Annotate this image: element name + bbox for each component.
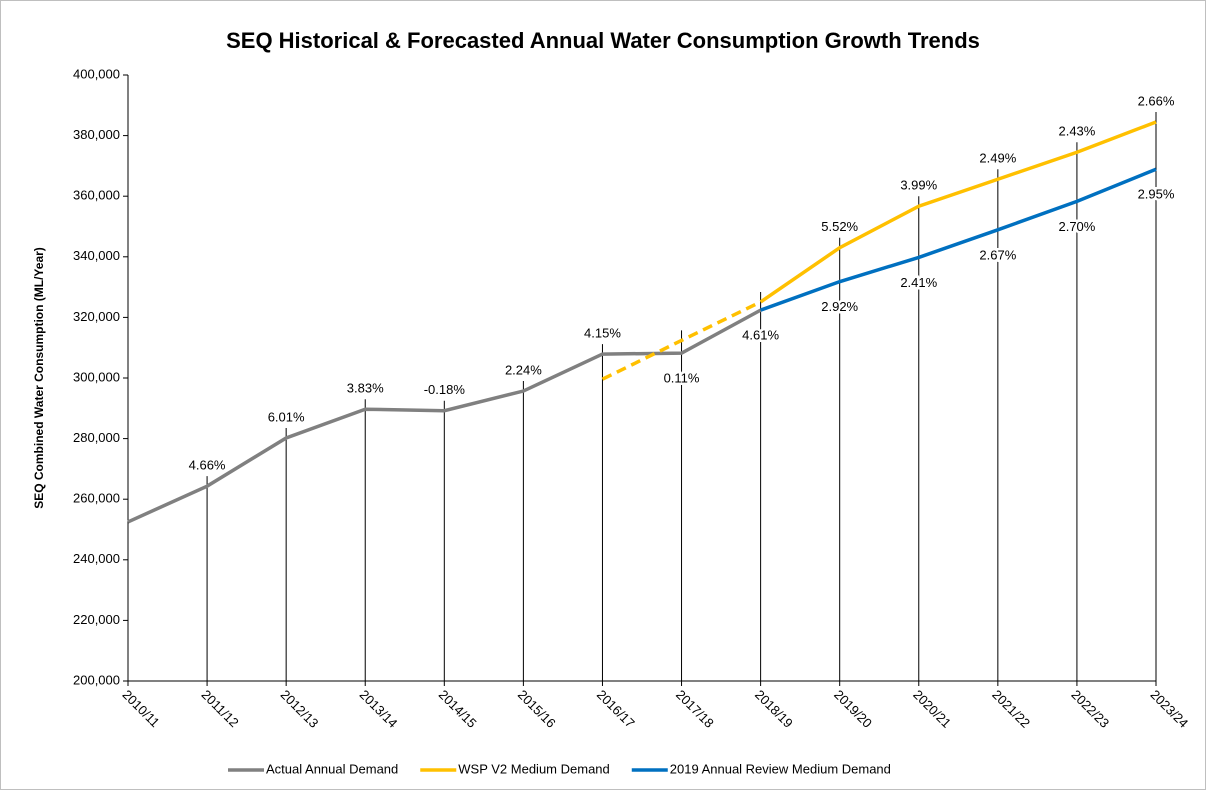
y-tick-label: 200,000 xyxy=(73,672,120,687)
series-line xyxy=(759,120,1157,304)
y-tick-label: 280,000 xyxy=(73,430,120,445)
y-tick-label: 260,000 xyxy=(73,491,120,506)
y-tick-label: 240,000 xyxy=(73,551,120,566)
growth-label: 2.70% xyxy=(1058,219,1095,234)
y-tick-label: 400,000 xyxy=(73,66,120,81)
growth-label: 2.41% xyxy=(900,275,937,290)
growth-label: 4.61% xyxy=(742,328,779,343)
growth-label: 0.11% xyxy=(664,371,700,386)
growth-label: -0.18% xyxy=(424,382,466,397)
growth-label: 2.67% xyxy=(979,247,1016,262)
y-tick-label: 360,000 xyxy=(73,188,120,203)
growth-label: 2.43% xyxy=(1058,124,1095,139)
growth-label: 2.95% xyxy=(1138,187,1175,202)
growth-label: 2.66% xyxy=(1138,93,1175,108)
growth-label: 5.52% xyxy=(821,219,858,234)
growth-label: 6.01% xyxy=(268,409,305,424)
y-tick-label: 320,000 xyxy=(73,309,120,324)
growth-label: 2.49% xyxy=(979,151,1016,166)
growth-label: 4.15% xyxy=(584,326,621,341)
series-line-dashed xyxy=(601,300,762,381)
series-line xyxy=(760,167,1157,312)
chart-title: SEQ Historical & Forecasted Annual Water… xyxy=(226,28,980,53)
legend-label: 2019 Annual Review Medium Demand xyxy=(670,761,891,776)
y-tick-label: 380,000 xyxy=(73,127,120,142)
growth-label: 4.66% xyxy=(189,458,226,473)
legend-label: Actual Annual Demand xyxy=(266,761,398,776)
y-tick-label: 220,000 xyxy=(73,612,120,627)
y-axis-label: SEQ Combined Water Consumption (ML/Year) xyxy=(32,247,46,509)
growth-label: 2.92% xyxy=(821,299,858,314)
series-line xyxy=(127,308,762,524)
y-tick-label: 340,000 xyxy=(73,248,120,263)
growth-label: 3.83% xyxy=(347,381,384,396)
legend-label: WSP V2 Medium Demand xyxy=(458,761,610,776)
y-tick-label: 300,000 xyxy=(73,369,120,384)
growth-label: 3.99% xyxy=(900,178,937,193)
growth-label: 2.24% xyxy=(505,362,542,377)
